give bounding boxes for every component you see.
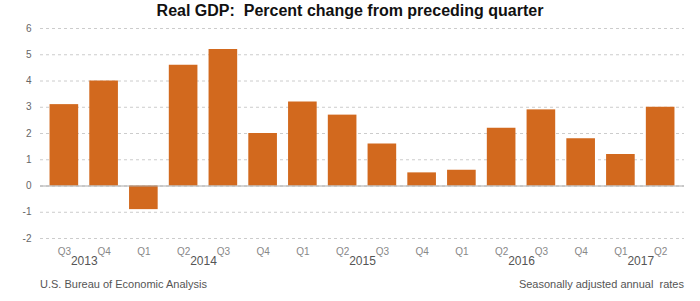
svg-text:Q1: Q1 bbox=[296, 246, 310, 257]
svg-text:Q4: Q4 bbox=[574, 246, 588, 257]
svg-text:Q3: Q3 bbox=[376, 246, 390, 257]
svg-text:Q3: Q3 bbox=[535, 246, 549, 257]
svg-text:4: 4 bbox=[26, 75, 32, 86]
html-text:U.S. Bureau of Economic Analys: U.S. Bureau of Economic Analysis bbox=[40, 278, 207, 290]
svg-text:0: 0 bbox=[26, 180, 32, 191]
svg-text:1: 1 bbox=[26, 154, 32, 165]
svg-text:Q3: Q3 bbox=[58, 246, 72, 257]
svg-text:Q3: Q3 bbox=[217, 246, 231, 257]
svg-text:Q2: Q2 bbox=[654, 246, 668, 257]
html-text:Seasonally adjusted annual rat: Seasonally adjusted annual rates bbox=[518, 278, 684, 290]
svg-text:Q1: Q1 bbox=[455, 246, 469, 257]
svg-text:6: 6 bbox=[26, 23, 32, 34]
svg-text:2017: 2017 bbox=[627, 254, 654, 268]
svg-text:Q2: Q2 bbox=[495, 246, 509, 257]
svg-text:-1: -1 bbox=[23, 206, 32, 217]
svg-text:2015: 2015 bbox=[349, 254, 376, 268]
svg-text:Q2: Q2 bbox=[177, 246, 191, 257]
svg-text:2: 2 bbox=[26, 128, 32, 139]
svg-text:5: 5 bbox=[26, 49, 32, 60]
svg-text:2014: 2014 bbox=[190, 254, 217, 268]
svg-text:Q2: Q2 bbox=[336, 246, 350, 257]
svg-text:Q1: Q1 bbox=[137, 246, 151, 257]
svg-text:Q4: Q4 bbox=[415, 246, 429, 257]
svg-text:3: 3 bbox=[26, 101, 32, 112]
html-text:Real GDP: Percent change from: Real GDP: Percent change from preceding … bbox=[156, 2, 544, 19]
svg-text:-2: -2 bbox=[23, 233, 32, 244]
svg-text:Q4: Q4 bbox=[97, 246, 111, 257]
svg-text:2013: 2013 bbox=[71, 254, 98, 268]
svg-text:Q4: Q4 bbox=[256, 246, 270, 257]
svg-text:Q1: Q1 bbox=[614, 246, 628, 257]
svg-text:2016: 2016 bbox=[508, 254, 535, 268]
